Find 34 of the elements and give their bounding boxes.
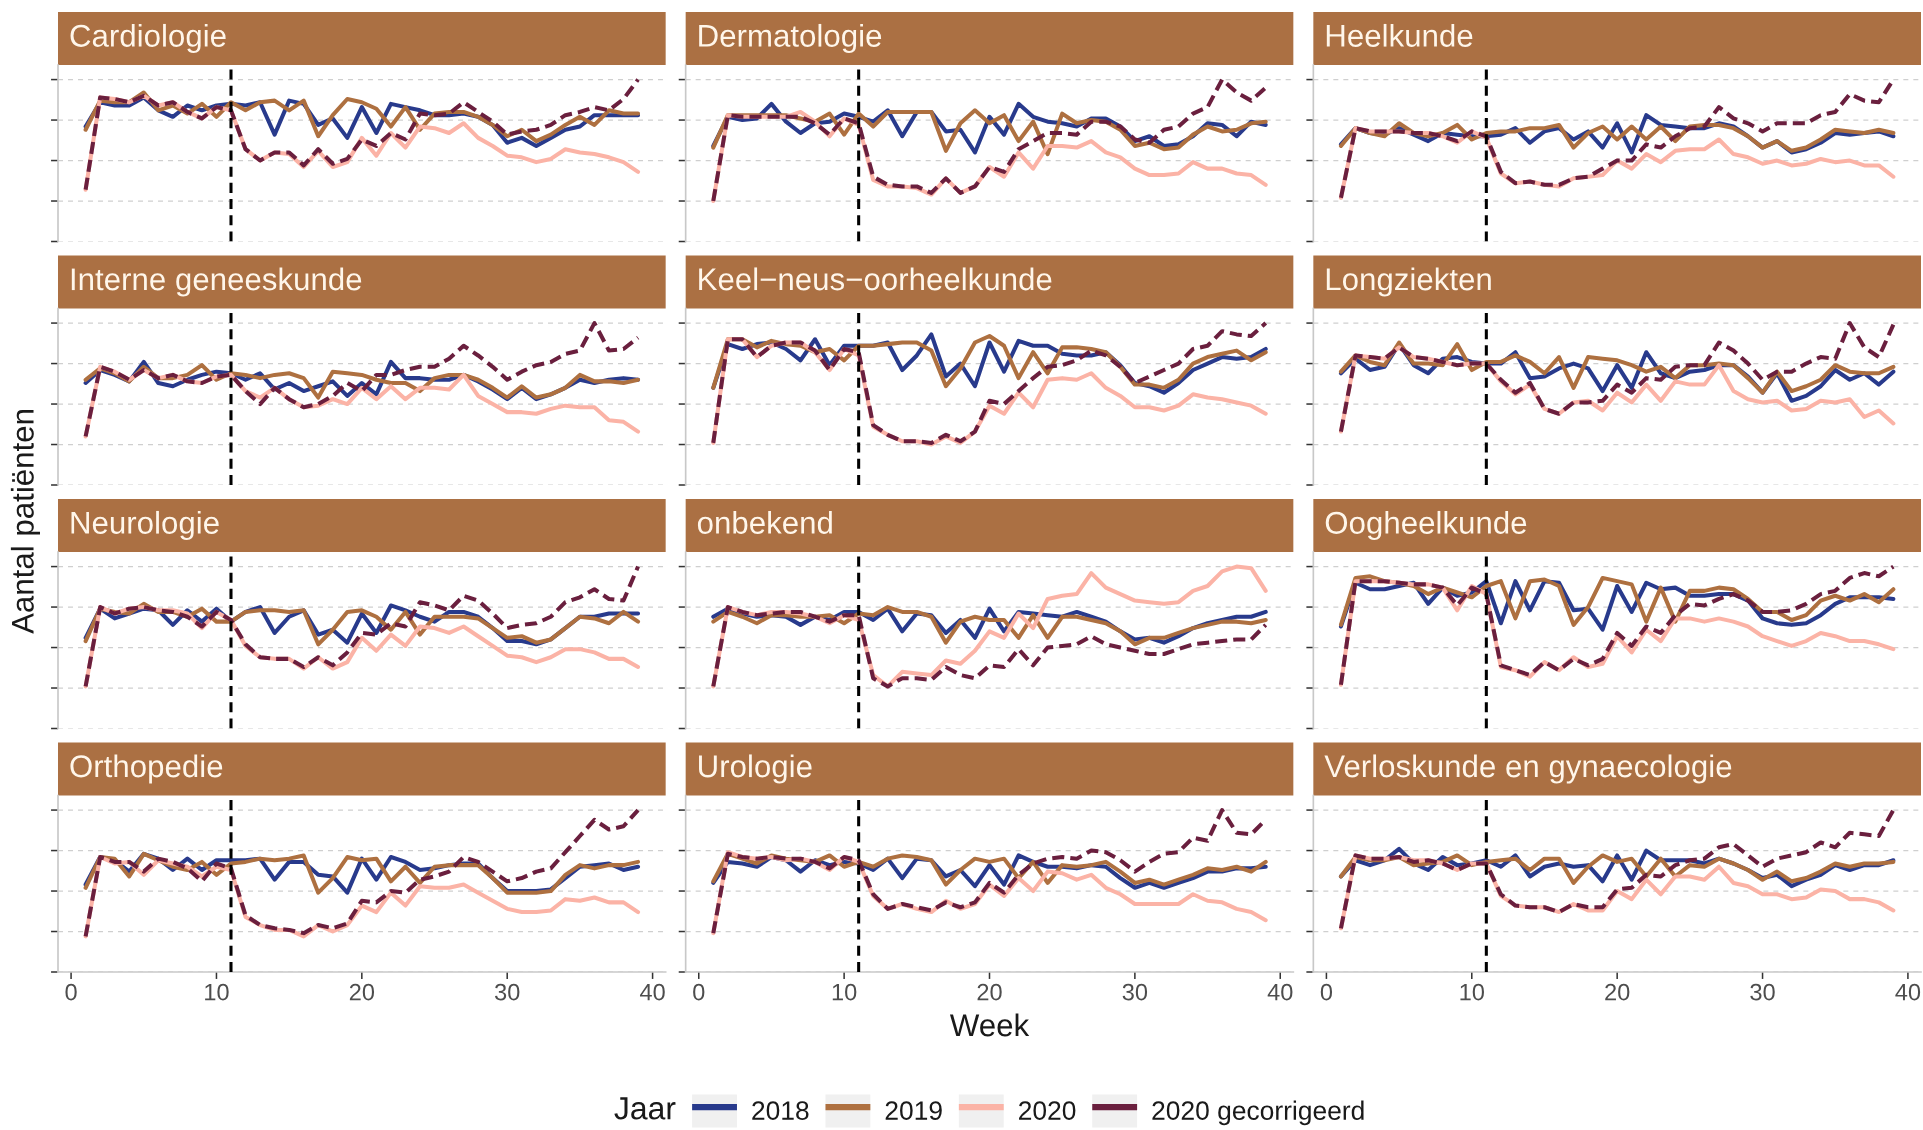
legend-label: 2018: [752, 1101, 809, 1120]
x-tick-label: 10: [832, 983, 857, 1001]
chart-title: Interne geneeskunde: [71, 267, 362, 297]
x-tick-label: 40: [640, 983, 665, 1001]
x-tick-label: 40: [1895, 983, 1921, 1001]
chart-title: Heelkunde: [1326, 23, 1473, 47]
chart-title: onbekend: [697, 510, 832, 534]
chart-title: Longziekten: [1326, 267, 1491, 297]
x-tick-label: 0: [65, 983, 77, 1001]
x-tick-label: 20: [1605, 983, 1630, 1001]
chart-title: Dermatologie: [699, 23, 882, 54]
x-tick-label: 30: [494, 983, 520, 1001]
chart-title: Keel−neus−oorheelkunde: [699, 267, 1052, 291]
x-axis-title: Week: [949, 1013, 1030, 1037]
legend-label: 2020: [1019, 1101, 1076, 1120]
legend-label: 2020 gecorrigeerd: [1152, 1100, 1364, 1126]
chart-title: Urologie: [699, 754, 812, 784]
x-tick-label: 40: [1267, 983, 1293, 1001]
chart-title: Oogheelkunde: [1325, 510, 1527, 541]
x-tick-label: 10: [1460, 983, 1484, 1001]
x-tick-label: 0: [1320, 983, 1333, 1001]
chart-title: Verloskunde en gynaecologie: [1324, 754, 1732, 784]
legend-label: 2019: [885, 1101, 942, 1120]
x-tick-label: 30: [1750, 983, 1775, 1001]
legend-title: Jaar: [614, 1097, 676, 1120]
chart-title: Orthopedie: [70, 754, 223, 784]
x-tick-label: 0: [693, 983, 705, 1001]
x-tick-label: 10: [205, 983, 229, 1001]
chart-title: Cardiologie: [70, 23, 226, 54]
x-tick-label: 20: [349, 983, 375, 1001]
x-tick-label: 30: [1122, 983, 1148, 1001]
x-tick-label: 20: [977, 983, 1002, 1001]
chart-title: Neurologie: [71, 510, 219, 541]
y-axis-title: Aantal patiënten: [10, 410, 40, 634]
